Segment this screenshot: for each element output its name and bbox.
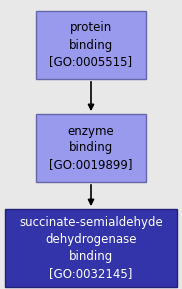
FancyBboxPatch shape — [5, 209, 177, 287]
Text: enzyme
binding
[GO:0019899]: enzyme binding [GO:0019899] — [49, 125, 133, 171]
FancyBboxPatch shape — [36, 114, 146, 182]
Text: succinate-semialdehyde
dehydrogenase
binding
[GO:0032145]: succinate-semialdehyde dehydrogenase bin… — [19, 216, 163, 280]
Text: protein
binding
[GO:0005515]: protein binding [GO:0005515] — [50, 21, 132, 68]
FancyBboxPatch shape — [36, 11, 146, 79]
